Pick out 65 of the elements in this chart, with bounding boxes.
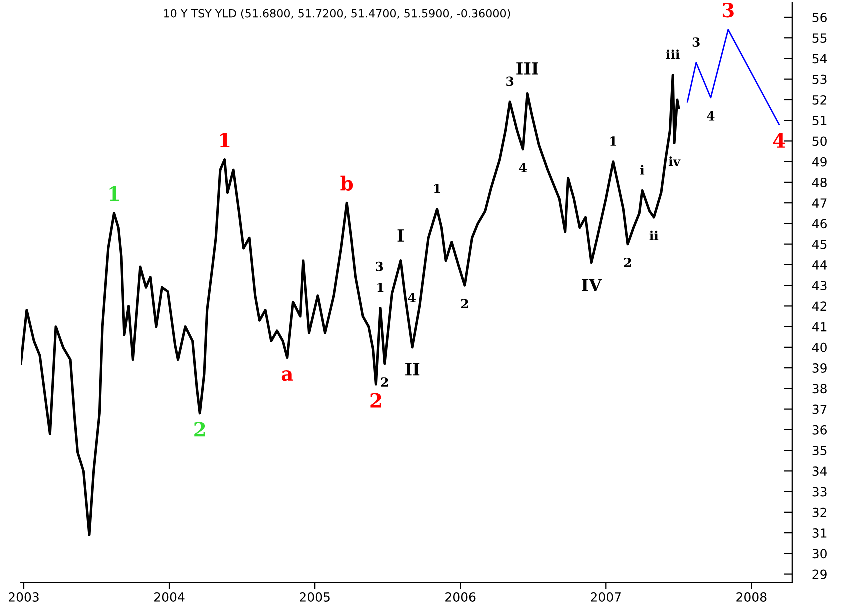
x-tick-label: 2008 bbox=[736, 592, 767, 602]
annotation: b bbox=[340, 176, 354, 191]
annotation: i bbox=[640, 165, 645, 175]
y-tick-label: 36 bbox=[812, 425, 827, 435]
x-tick-label: 2006 bbox=[446, 592, 476, 602]
y-tick-label: 44 bbox=[812, 260, 828, 270]
annotation: iii bbox=[666, 50, 680, 60]
y-tick-label: 45 bbox=[812, 240, 827, 250]
annotation: 2 bbox=[381, 378, 388, 387]
annotation: 3 bbox=[692, 38, 700, 48]
y-tick-label: 38 bbox=[812, 384, 827, 394]
annotation: a bbox=[282, 370, 294, 382]
y-tick-label: 33 bbox=[812, 487, 827, 497]
annotation: 1 bbox=[610, 136, 617, 146]
y-tick-label: 55 bbox=[812, 34, 827, 44]
y-tick-label: 51 bbox=[812, 116, 827, 126]
annotation: III bbox=[516, 62, 538, 75]
annotation: 4 bbox=[408, 293, 416, 302]
y-tick-label: 30 bbox=[812, 549, 827, 559]
annotation: 3 bbox=[722, 3, 734, 18]
y-tick-label: 49 bbox=[812, 157, 827, 167]
chart-title: 10 Y TSY YLD (51.6800, 51.7200, 51.4700, 51.5900, -0.36000) bbox=[164, 9, 510, 20]
annotation: 4 bbox=[707, 112, 715, 121]
y-tick-label: 56 bbox=[812, 12, 827, 22]
annotation: I bbox=[398, 230, 404, 242]
annotation: 2 bbox=[370, 393, 382, 408]
y-tick-label: 52 bbox=[812, 95, 827, 105]
annotation: 1 bbox=[434, 184, 440, 194]
y-tick-label: 35 bbox=[812, 446, 827, 456]
y-tick-label: 32 bbox=[812, 508, 827, 518]
y-tick-label: 43 bbox=[812, 281, 827, 291]
y-tick-label: 42 bbox=[812, 302, 827, 311]
x-tick-label: 2003 bbox=[8, 592, 39, 602]
annotation: 3 bbox=[506, 76, 514, 86]
line-series bbox=[21, 74, 680, 536]
y-tick-label: 50 bbox=[812, 136, 827, 146]
annotation: iv bbox=[668, 156, 681, 166]
annotation: 1 bbox=[220, 132, 230, 148]
y-tick-label: 48 bbox=[812, 178, 827, 188]
y-tick-label: 29 bbox=[812, 570, 827, 580]
annotation: 1 bbox=[110, 186, 120, 201]
annotation: II bbox=[406, 364, 420, 376]
y-tick-label: 41 bbox=[812, 322, 827, 332]
annotation: 4 bbox=[519, 163, 528, 172]
annotation: IV bbox=[582, 278, 602, 292]
y-tick-label: 54 bbox=[812, 54, 828, 64]
y-tick-label: 34 bbox=[812, 466, 828, 476]
y-tick-label: 37 bbox=[812, 404, 827, 414]
annotation: 2 bbox=[624, 258, 632, 268]
x-tick-label: 2007 bbox=[591, 592, 621, 602]
y-tick-label: 47 bbox=[812, 198, 827, 208]
y-tick-label: 31 bbox=[812, 528, 827, 538]
x-tick-label: 2005 bbox=[300, 592, 330, 602]
annotation: 2 bbox=[461, 299, 468, 308]
y-tick-label: 40 bbox=[812, 342, 827, 352]
y-tick-label: 39 bbox=[812, 364, 827, 373]
y-tick-label: 46 bbox=[812, 219, 827, 229]
annotation: 4 bbox=[773, 133, 786, 148]
annotation: 2 bbox=[194, 422, 206, 437]
annotation: 3 bbox=[376, 262, 384, 272]
line-series bbox=[686, 29, 780, 126]
x-tick-label: 2004 bbox=[154, 592, 185, 602]
annotation: ii bbox=[650, 230, 659, 240]
annotation: 1 bbox=[378, 282, 384, 292]
y-tick-label: 53 bbox=[812, 74, 827, 84]
